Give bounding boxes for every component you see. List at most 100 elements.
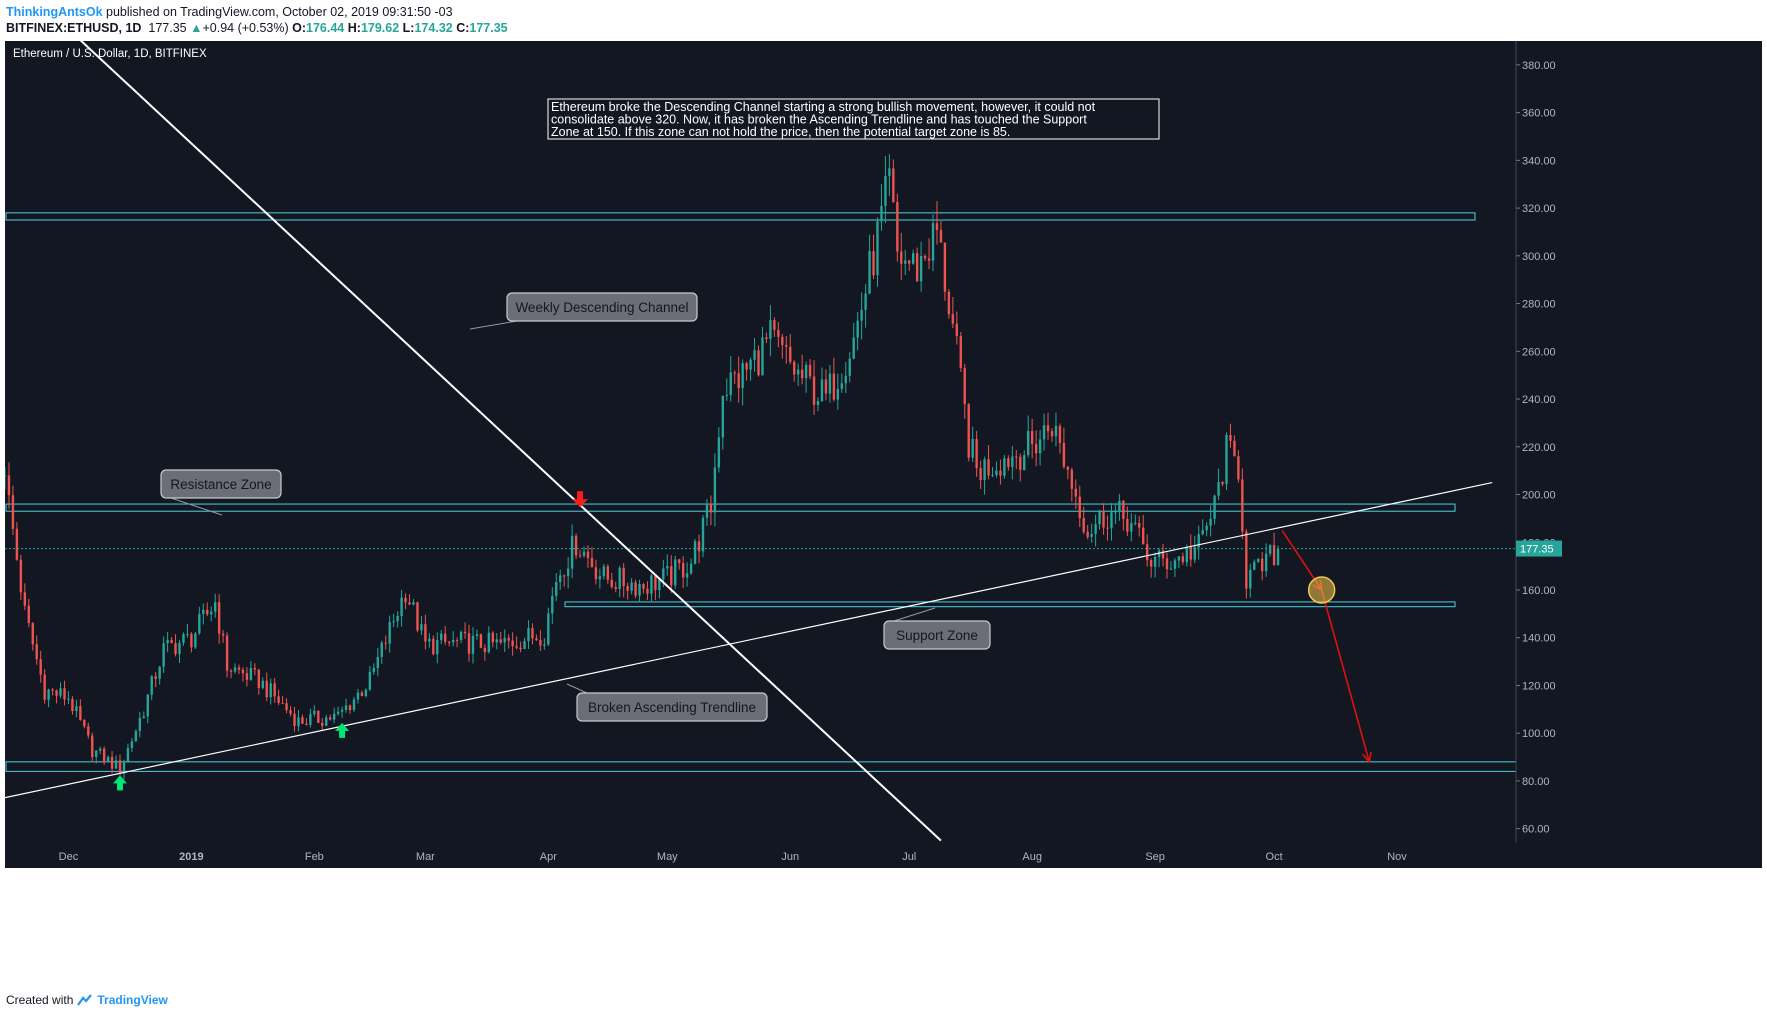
support-zone-callout-box <box>883 620 991 650</box>
candle <box>1272 545 1276 565</box>
candle <box>150 676 153 695</box>
projection-arrowhead <box>1362 751 1372 764</box>
price-chart[interactable]: 60.0080.00100.00120.00140.00160.00180.00… <box>0 41 1767 981</box>
candle <box>83 720 86 727</box>
candle <box>733 372 736 374</box>
candle <box>634 582 637 596</box>
candle <box>709 503 713 513</box>
candle <box>654 575 657 591</box>
candle <box>285 703 288 711</box>
candle <box>479 634 483 648</box>
candle <box>967 404 970 458</box>
candle <box>39 659 42 675</box>
candle <box>1034 444 1038 454</box>
candle <box>753 350 756 360</box>
candle <box>360 692 364 697</box>
candle <box>570 535 574 569</box>
y-tick-label: 360.00 <box>1522 108 1556 120</box>
candle <box>884 175 887 207</box>
candle <box>1078 496 1081 519</box>
ascending-trendline-callout-pointer <box>566 683 588 694</box>
candle <box>582 551 586 556</box>
candle <box>5 475 7 477</box>
candle <box>1161 550 1165 559</box>
analysis-note-line: consolidate above 320. Now, it has broke… <box>551 113 1087 127</box>
y-tick-label: 300.00 <box>1522 251 1556 263</box>
candle <box>376 656 379 669</box>
candle <box>1268 545 1272 554</box>
tradingview-link[interactable]: TradingView <box>97 993 168 1007</box>
price-axis-area <box>1516 41 1762 843</box>
candle <box>336 711 340 714</box>
candle <box>555 581 558 596</box>
candle <box>725 394 728 396</box>
candle <box>860 309 863 321</box>
candle <box>614 587 617 590</box>
candle <box>590 557 594 568</box>
candle <box>71 698 74 712</box>
candle <box>356 692 360 700</box>
candle <box>444 633 447 642</box>
candle <box>1153 556 1157 567</box>
candle <box>1003 458 1006 476</box>
candle <box>796 369 800 375</box>
candle <box>154 676 157 679</box>
candle <box>832 373 836 400</box>
candle <box>852 337 855 359</box>
candle <box>265 680 268 698</box>
candle <box>1185 546 1189 563</box>
candle <box>943 242 947 292</box>
author-link[interactable]: ThinkingAntsOk <box>6 5 103 19</box>
candle <box>1086 531 1089 537</box>
y-tick-label: 280.00 <box>1522 299 1556 311</box>
candle <box>1221 482 1224 485</box>
chart-frame[interactable]: 60.0080.00100.00120.00140.00160.00180.00… <box>0 41 1767 981</box>
candle <box>321 722 324 726</box>
candle <box>749 359 752 370</box>
zone-box <box>564 601 1456 608</box>
candle <box>535 638 538 641</box>
candle <box>237 667 241 670</box>
candle <box>923 255 927 259</box>
analysis-note-box <box>547 98 1160 140</box>
candle <box>662 568 665 580</box>
candle <box>79 706 82 721</box>
candle <box>1249 569 1252 589</box>
support-zone-callout-label: Support Zone <box>896 628 978 643</box>
candle <box>1201 530 1204 535</box>
x-tick-label: Apr <box>540 851 557 863</box>
projection-arrow <box>1320 589 1371 763</box>
candle <box>741 363 744 389</box>
candle <box>273 683 276 697</box>
candle <box>1177 556 1181 561</box>
candle <box>598 576 602 580</box>
candle <box>1169 568 1173 570</box>
candle <box>170 639 173 644</box>
candle <box>91 735 94 758</box>
candle <box>666 566 669 569</box>
candle <box>499 639 502 643</box>
candle <box>892 168 895 202</box>
candle <box>1023 455 1026 470</box>
high-label: H: <box>347 21 361 35</box>
high-value: 179.62 <box>360 21 400 35</box>
candle <box>245 673 249 680</box>
candle <box>527 628 530 642</box>
symbol-label: BITFINEX:ETHUSD, 1D <box>6 21 142 35</box>
candle <box>455 639 459 641</box>
candle <box>352 699 356 711</box>
candle <box>566 568 570 577</box>
x-tick-label: 2019 <box>179 851 203 863</box>
candle <box>828 373 832 394</box>
candle <box>630 582 633 591</box>
candle <box>1209 518 1212 526</box>
close-label: C: <box>456 21 470 35</box>
candle <box>670 566 673 586</box>
candle <box>729 372 732 395</box>
x-tick-label: Dec <box>59 851 79 863</box>
y-tick-label: 220.00 <box>1522 442 1556 454</box>
y-tick-label: 200.00 <box>1522 490 1556 502</box>
candle <box>1102 511 1105 528</box>
candle <box>400 597 403 617</box>
candle <box>1245 531 1248 589</box>
